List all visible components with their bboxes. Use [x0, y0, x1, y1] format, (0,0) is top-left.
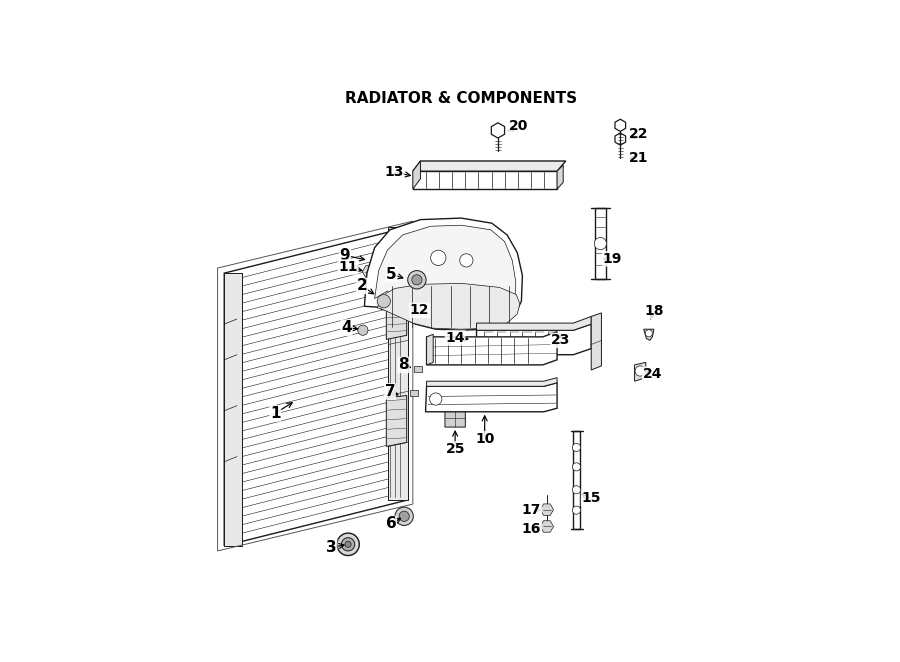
- Polygon shape: [364, 218, 522, 330]
- Text: 14: 14: [446, 331, 465, 345]
- Text: 3: 3: [326, 540, 337, 555]
- Text: 8: 8: [399, 357, 409, 373]
- Polygon shape: [476, 316, 591, 330]
- Circle shape: [408, 271, 426, 289]
- Polygon shape: [540, 521, 554, 532]
- Polygon shape: [224, 227, 408, 546]
- Polygon shape: [363, 265, 376, 278]
- Polygon shape: [380, 304, 389, 310]
- Circle shape: [337, 533, 359, 555]
- Polygon shape: [591, 313, 601, 370]
- Polygon shape: [427, 377, 557, 387]
- Text: 15: 15: [581, 491, 601, 506]
- Polygon shape: [445, 404, 465, 427]
- Text: 24: 24: [643, 367, 662, 381]
- Text: 19: 19: [602, 252, 622, 266]
- Text: 23: 23: [551, 334, 571, 348]
- Text: RADIATOR & COMPONENTS: RADIATOR & COMPONENTS: [346, 91, 577, 106]
- Polygon shape: [413, 161, 420, 189]
- Circle shape: [572, 463, 580, 471]
- Circle shape: [572, 506, 580, 514]
- Circle shape: [377, 295, 391, 308]
- Polygon shape: [386, 395, 407, 446]
- Text: 10: 10: [475, 432, 494, 446]
- Polygon shape: [634, 362, 646, 381]
- Circle shape: [412, 275, 422, 285]
- Polygon shape: [427, 334, 433, 365]
- Text: 20: 20: [508, 119, 528, 133]
- Polygon shape: [224, 273, 242, 546]
- Circle shape: [431, 250, 446, 265]
- Text: 6: 6: [385, 516, 396, 532]
- Polygon shape: [427, 332, 557, 365]
- Circle shape: [341, 538, 355, 551]
- Polygon shape: [573, 431, 580, 529]
- Text: 9: 9: [339, 248, 350, 263]
- Polygon shape: [426, 383, 557, 412]
- Circle shape: [594, 238, 607, 250]
- Circle shape: [572, 486, 580, 494]
- Circle shape: [460, 254, 473, 267]
- Text: 13: 13: [384, 166, 404, 179]
- Polygon shape: [557, 165, 563, 189]
- Polygon shape: [410, 390, 419, 396]
- Circle shape: [358, 325, 368, 336]
- Circle shape: [635, 366, 645, 376]
- Text: 7: 7: [384, 384, 395, 399]
- Polygon shape: [615, 119, 626, 132]
- Circle shape: [645, 330, 652, 337]
- Text: 22: 22: [629, 128, 648, 142]
- Text: 5: 5: [386, 267, 397, 281]
- Polygon shape: [540, 504, 554, 516]
- Polygon shape: [615, 133, 626, 145]
- Polygon shape: [413, 171, 557, 189]
- Polygon shape: [389, 227, 408, 500]
- Circle shape: [345, 542, 351, 547]
- Text: 1: 1: [270, 406, 281, 421]
- Text: 17: 17: [522, 503, 541, 517]
- Circle shape: [572, 444, 580, 451]
- Text: 18: 18: [644, 305, 663, 318]
- Text: 2: 2: [356, 279, 367, 293]
- Circle shape: [395, 507, 413, 526]
- Text: 16: 16: [522, 522, 541, 536]
- Circle shape: [399, 511, 410, 522]
- Polygon shape: [386, 299, 407, 340]
- Circle shape: [429, 393, 442, 405]
- Polygon shape: [414, 366, 422, 372]
- Polygon shape: [374, 225, 516, 326]
- Text: 12: 12: [410, 303, 429, 317]
- Polygon shape: [644, 329, 654, 340]
- Polygon shape: [377, 283, 520, 329]
- Polygon shape: [422, 309, 436, 320]
- Text: 25: 25: [446, 442, 465, 456]
- Text: 11: 11: [338, 260, 358, 274]
- Text: 4: 4: [341, 320, 352, 335]
- Text: 21: 21: [629, 152, 648, 166]
- Polygon shape: [491, 122, 505, 138]
- Polygon shape: [476, 324, 591, 355]
- Polygon shape: [595, 208, 606, 279]
- Polygon shape: [413, 161, 566, 171]
